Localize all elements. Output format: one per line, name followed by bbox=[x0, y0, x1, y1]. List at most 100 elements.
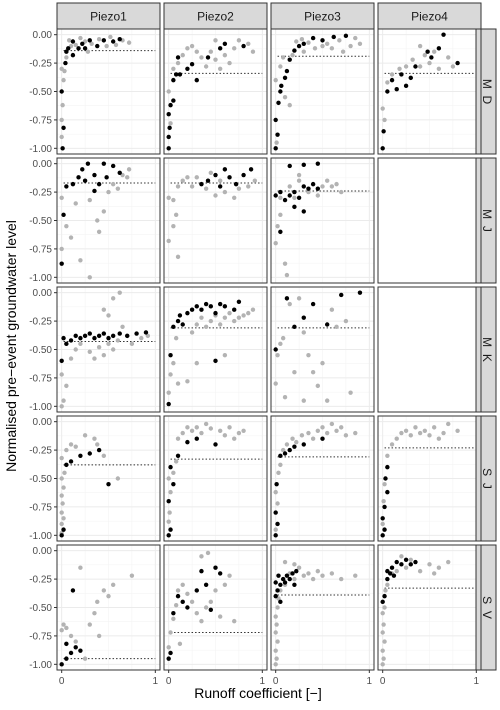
grey-point bbox=[380, 106, 385, 111]
grey-point bbox=[126, 40, 132, 45]
black-point bbox=[394, 87, 399, 92]
grey-point bbox=[232, 46, 237, 51]
grey-point bbox=[73, 639, 78, 644]
black-point bbox=[106, 335, 111, 341]
grey-point bbox=[217, 66, 223, 71]
grey-point bbox=[82, 656, 88, 661]
grey-point bbox=[213, 38, 218, 43]
grey-point bbox=[310, 436, 316, 441]
grey-point bbox=[320, 360, 325, 366]
grey-point bbox=[68, 356, 74, 361]
grey-point bbox=[59, 476, 64, 481]
black-point bbox=[382, 504, 387, 510]
panels-layer bbox=[57, 29, 481, 670]
grey-point bbox=[64, 55, 69, 60]
grey-point bbox=[115, 186, 121, 191]
y-tick-label: 0.00 bbox=[33, 417, 53, 428]
grey-point bbox=[59, 404, 64, 409]
grey-point bbox=[241, 313, 246, 318]
y-tick-label: -0.75 bbox=[29, 115, 52, 126]
grey-point bbox=[382, 605, 387, 610]
y-tick-label: -1.00 bbox=[29, 531, 52, 542]
column-strip-label: Piezo2 bbox=[197, 10, 234, 24]
black-point bbox=[273, 533, 278, 538]
black-point bbox=[101, 331, 107, 336]
black-point bbox=[382, 593, 387, 599]
row-strip-label: S_V bbox=[480, 596, 494, 619]
black-point bbox=[275, 132, 280, 137]
black-point bbox=[208, 607, 214, 612]
grey-point bbox=[436, 66, 442, 71]
panel-border bbox=[270, 544, 375, 671]
black-point bbox=[73, 333, 78, 339]
grey-point bbox=[324, 430, 330, 436]
y-tick-label: -0.75 bbox=[29, 502, 52, 513]
black-point bbox=[64, 341, 69, 347]
black-point bbox=[185, 66, 190, 71]
grey-point bbox=[339, 425, 344, 430]
grey-point bbox=[282, 94, 288, 100]
grey-point bbox=[250, 307, 256, 312]
row-strip-label: M_D bbox=[480, 79, 494, 105]
black-point bbox=[232, 307, 237, 312]
grey-point bbox=[287, 301, 292, 307]
grey-point bbox=[290, 52, 295, 58]
black-point bbox=[80, 41, 85, 46]
black-point bbox=[292, 582, 297, 587]
y-tick-label: 0.00 bbox=[33, 30, 53, 41]
grey-point bbox=[282, 395, 288, 400]
grey-point bbox=[203, 64, 209, 69]
black-point bbox=[222, 167, 228, 172]
grey-point bbox=[73, 347, 78, 352]
grey-point bbox=[282, 261, 288, 266]
black-point bbox=[292, 204, 297, 210]
grey-point bbox=[185, 591, 190, 597]
grey-point bbox=[394, 568, 399, 574]
black-point bbox=[213, 172, 218, 178]
grey-point bbox=[232, 436, 237, 441]
black-point bbox=[287, 57, 292, 62]
grey-point bbox=[222, 582, 228, 587]
black-point bbox=[175, 593, 181, 599]
black-point bbox=[70, 181, 76, 187]
axes-layer: -1.00 -0.75 -0.50 -0.25 0.00 -1.00 -0.75 -0.50 -… bbox=[29, 28, 482, 687]
grey-point bbox=[446, 421, 451, 427]
grey-point bbox=[199, 315, 204, 320]
black-point bbox=[194, 304, 199, 309]
black-point bbox=[101, 38, 107, 43]
grey-point bbox=[320, 425, 325, 430]
black-point bbox=[180, 599, 185, 605]
grey-point bbox=[273, 630, 278, 635]
grey-point bbox=[275, 352, 280, 358]
black-point bbox=[413, 64, 418, 69]
grey-point bbox=[166, 390, 171, 395]
black-point bbox=[177, 313, 183, 318]
black-point bbox=[324, 322, 330, 327]
black-point bbox=[78, 648, 83, 653]
grey-point bbox=[394, 436, 399, 441]
grey-point bbox=[59, 246, 64, 252]
grey-point bbox=[252, 178, 258, 183]
grey-point bbox=[61, 622, 66, 627]
grey-point bbox=[217, 178, 223, 183]
black-point bbox=[167, 125, 172, 131]
grey-point bbox=[417, 568, 423, 574]
grey-point bbox=[294, 439, 299, 445]
grey-point bbox=[399, 430, 404, 436]
y-tick-label: -0.50 bbox=[29, 474, 52, 485]
grey-point bbox=[337, 38, 342, 43]
grey-point bbox=[278, 195, 283, 200]
grey-point bbox=[173, 335, 179, 341]
grey-point bbox=[59, 117, 64, 123]
grey-point bbox=[92, 356, 97, 361]
black-point bbox=[168, 102, 173, 108]
grey-point bbox=[175, 381, 181, 386]
black-point bbox=[389, 565, 395, 570]
grey-point bbox=[241, 428, 246, 433]
grey-point bbox=[296, 296, 302, 301]
y-tick-label: -0.25 bbox=[29, 575, 52, 586]
grey-point bbox=[357, 41, 363, 46]
grey-point bbox=[301, 49, 306, 54]
grey-point bbox=[310, 576, 316, 582]
grey-point bbox=[87, 275, 92, 280]
